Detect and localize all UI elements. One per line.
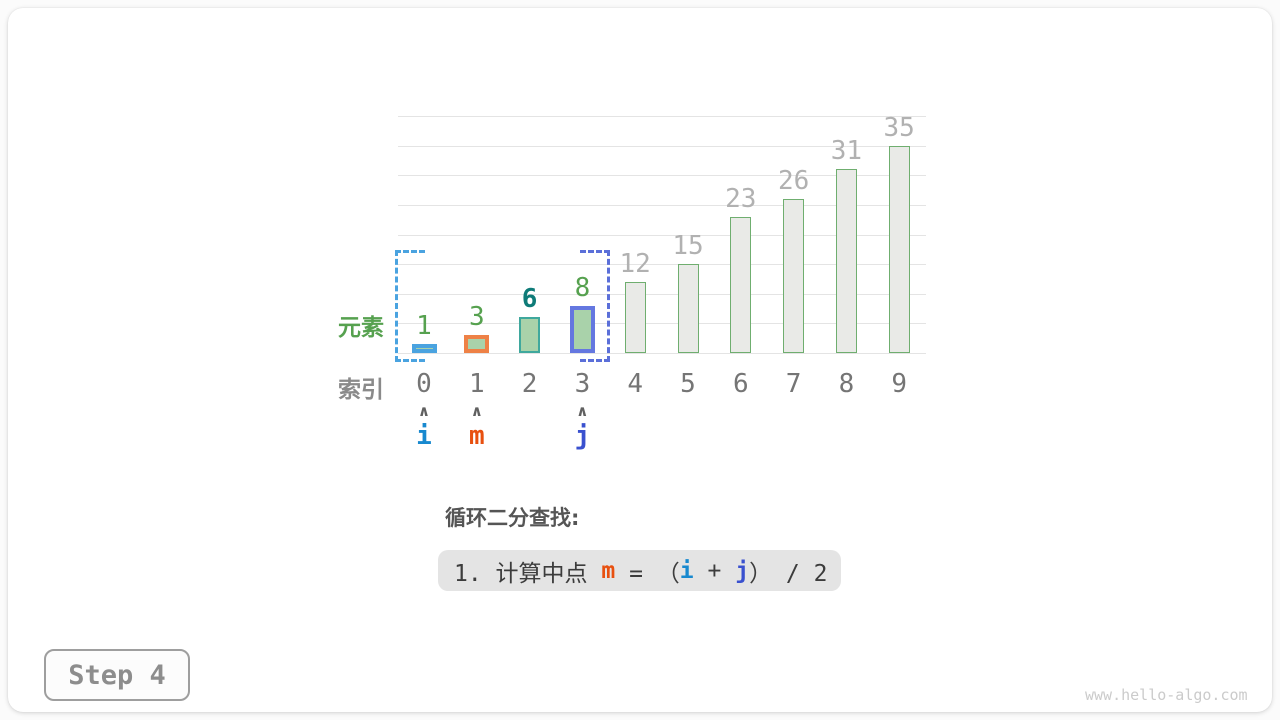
watermark: www.hello-algo.com [1085, 686, 1248, 704]
bar-index-2 [519, 317, 541, 353]
index-number-4: 4 [627, 369, 644, 399]
bar-value-label: 12 [619, 248, 651, 279]
pointer-label-i: i [416, 421, 432, 451]
search-range-bracket-right [580, 250, 610, 362]
pointer-label-m: m [468, 421, 485, 451]
gridline [398, 204, 926, 206]
bar-value-label: 35 [883, 112, 915, 143]
bar-index-4 [624, 281, 646, 353]
step-badge: Step 4 [44, 649, 190, 701]
bar-value-label: 3 [468, 302, 485, 333]
bar-value-label: 6 [521, 284, 538, 315]
index-number-1: 1 [468, 369, 485, 399]
bar-index-3 [569, 305, 595, 353]
formula-text: + [693, 557, 736, 584]
formula-text: = （ [615, 560, 680, 587]
index-number-7: 7 [785, 369, 802, 399]
gridline [398, 116, 926, 117]
formula-text: ） / 2 [749, 560, 828, 587]
bar-value-label: 8 [574, 272, 591, 303]
pointer-label-j: j [574, 421, 591, 451]
bar-value-label: 26 [777, 165, 810, 196]
bar-index-7 [783, 198, 805, 353]
caret-icon: ∧ [470, 402, 483, 420]
index-number-6: 6 [732, 369, 749, 399]
bar-value-label: 15 [672, 231, 704, 262]
caret-icon: ∧ [576, 402, 589, 420]
gridline [398, 145, 926, 147]
bar-value-label: 1 [416, 311, 432, 341]
bar-index-5 [677, 264, 699, 353]
gridline [398, 234, 926, 236]
index-number-5: 5 [680, 369, 696, 399]
formula-box: 1. 计算中点 m = （i + j） / 2 [438, 550, 841, 591]
bar-index-1 [464, 335, 490, 353]
index-number-3: 3 [574, 369, 591, 399]
formula-var: j [735, 557, 750, 584]
gridline [398, 175, 926, 177]
bar-value-label: 23 [725, 183, 757, 214]
formula-text: 1. 计算中点 [454, 560, 602, 587]
bar-index-9 [888, 145, 910, 353]
index-number-0: 0 [416, 369, 432, 399]
caret-icon: ∧ [417, 402, 431, 420]
gridline [398, 353, 926, 354]
bar-chart: 1 3 6 8 12 15 23 26 31 35 [398, 112, 926, 354]
bar-index-0 [411, 344, 437, 353]
formula-var: m [601, 557, 616, 584]
bar-index-6 [730, 216, 752, 353]
formula-var: i [679, 557, 694, 584]
element-row-label: 元素 [338, 315, 384, 341]
index-number-2: 2 [521, 369, 538, 399]
gridline [398, 264, 926, 266]
caption-title: 循环二分查找: [445, 506, 580, 530]
search-range-bracket-left [395, 250, 425, 362]
bar-index-8 [835, 169, 857, 353]
gridline [398, 323, 926, 325]
index-number-9: 9 [891, 369, 908, 399]
index-row-label: 索引 [338, 377, 384, 403]
bar-value-label: 31 [830, 136, 863, 167]
gridline [398, 293, 926, 295]
index-number-8: 8 [838, 369, 855, 399]
